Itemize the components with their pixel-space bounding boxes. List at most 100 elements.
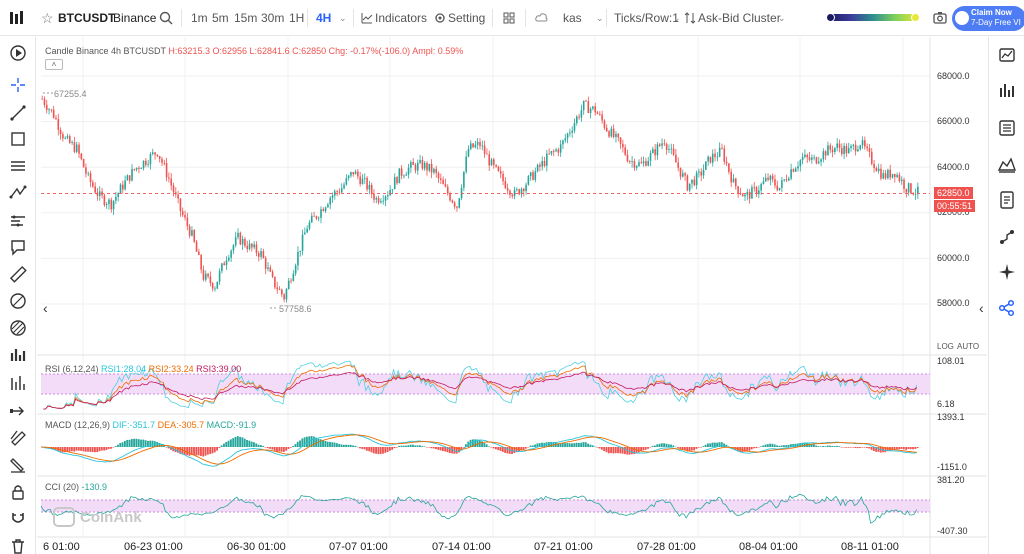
macd-histogram-bar xyxy=(690,447,693,451)
app-logo-icon[interactable] xyxy=(9,9,27,27)
macd-histogram-bar xyxy=(490,447,493,448)
legend-high: H:63215.3 xyxy=(168,46,210,56)
legend-low: L:62841.6 xyxy=(249,46,290,56)
macd-histogram-bar xyxy=(773,444,776,447)
trend-line-icon[interactable] xyxy=(8,103,28,123)
candle-body xyxy=(172,185,175,193)
indicators-button[interactable]: Indicators xyxy=(375,11,428,25)
candle-body xyxy=(889,169,892,178)
sparkle-icon[interactable] xyxy=(997,262,1017,282)
chart-area[interactable]: Candle Binance 4h BTCUSDT H:63215.3 O:62… xyxy=(37,37,987,554)
layout-grid-icon[interactable] xyxy=(503,12,515,24)
favorite-star-icon[interactable]: ☆ xyxy=(41,10,54,26)
document-icon[interactable] xyxy=(997,190,1017,210)
macd-histogram-bar xyxy=(123,441,126,447)
layout-dropdown-chevron-icon[interactable]: ⌄ xyxy=(596,13,604,23)
setting-button[interactable]: Setting xyxy=(448,11,486,25)
cci-axis-top: 381.20 xyxy=(937,475,965,485)
heatmap-gradient-slider[interactable] xyxy=(828,14,918,21)
share-icon[interactable] xyxy=(997,298,1017,318)
arrow-tool-icon[interactable] xyxy=(8,427,28,447)
volume-bars-icon[interactable] xyxy=(997,80,1017,100)
claim-trial-button[interactable]: Claim Now 7-Day Free VI xyxy=(952,6,1024,31)
layout-name[interactable]: kas xyxy=(563,11,582,25)
timeframe-5m[interactable]: 5m xyxy=(212,11,229,25)
candle-body xyxy=(112,200,115,210)
candle-body xyxy=(327,204,329,208)
gradient-handle-right[interactable] xyxy=(911,13,920,22)
macd-histogram-bar xyxy=(73,447,76,452)
bar-chart-icon[interactable] xyxy=(8,373,28,393)
low-marker-label: 57758.6 xyxy=(279,304,312,314)
brush-icon[interactable] xyxy=(8,345,28,365)
left-drawing-toolbar xyxy=(0,37,36,554)
candle-body xyxy=(108,199,110,205)
macd-histogram-bar xyxy=(695,447,698,449)
macd-histogram-bar xyxy=(764,444,767,447)
long-position-icon[interactable] xyxy=(8,401,28,421)
auto-scale-toggle[interactable]: AUTO xyxy=(957,342,980,351)
macd-histogram-bar xyxy=(905,447,908,450)
macd-histogram-bar xyxy=(693,447,696,451)
rectangle-icon[interactable] xyxy=(8,129,28,149)
timeframe-15m[interactable]: 15m xyxy=(234,11,258,25)
macd-histogram-bar xyxy=(538,443,541,447)
ticks-per-row-select[interactable]: Ticks/Row:1 xyxy=(614,11,679,25)
list-icon[interactable] xyxy=(997,118,1017,138)
log-scale-toggle[interactable]: LOG xyxy=(937,342,954,351)
macd-histogram-bar xyxy=(803,442,806,447)
macd-histogram-bar xyxy=(370,447,373,453)
candle-body xyxy=(119,184,122,194)
magnet-icon[interactable] xyxy=(8,536,28,554)
measure-ruler-icon[interactable] xyxy=(8,291,28,311)
candle-body xyxy=(893,173,896,178)
ask-bid-cluster-select[interactable]: Ask-Bid Cluster xyxy=(698,11,781,25)
fib-icon[interactable] xyxy=(8,318,28,338)
collapse-sidebar-button[interactable]: ‹ xyxy=(979,300,984,316)
mountain-chart-icon[interactable] xyxy=(997,154,1017,174)
play-icon[interactable] xyxy=(8,43,28,63)
macd-histogram-bar xyxy=(660,443,663,447)
connect-icon[interactable] xyxy=(997,227,1017,247)
candle-body xyxy=(652,149,654,154)
timeframe-dropdown-chevron-icon[interactable]: ⌄ xyxy=(339,13,347,23)
candle-body xyxy=(301,234,304,251)
ticks-dropdown-chevron-icon[interactable]: ⌄ xyxy=(673,13,681,23)
eraser-icon[interactable] xyxy=(8,455,28,475)
cloud-icon[interactable] xyxy=(535,12,548,24)
scroll-left-button[interactable]: ‹ xyxy=(43,300,48,316)
callout-icon[interactable] xyxy=(8,264,28,284)
camera-icon[interactable] xyxy=(933,11,947,24)
gradient-handle-left[interactable] xyxy=(826,13,835,22)
macd-histogram-bar xyxy=(753,447,755,449)
symbol-name[interactable]: BTCUSDT xyxy=(58,11,116,25)
xabcd-pattern-icon[interactable] xyxy=(8,211,28,231)
timeframe-1h[interactable]: 1H xyxy=(289,11,305,25)
time-tick: 06-23 01:00 xyxy=(124,541,183,553)
candle-body xyxy=(82,159,85,168)
macd-histogram-bar xyxy=(315,437,318,447)
cluster-dropdown-chevron-icon[interactable]: ⌄ xyxy=(778,13,786,23)
candle-body xyxy=(92,182,94,187)
macd-histogram-bar xyxy=(255,443,258,447)
horizontal-lines-icon[interactable] xyxy=(8,156,28,176)
candle-body xyxy=(225,260,228,266)
exchange-name[interactable]: Binance xyxy=(113,11,157,25)
macd-histogram-bar xyxy=(285,447,288,451)
macd-histogram-bar xyxy=(665,443,668,447)
timeframe-1m[interactable]: 1m xyxy=(191,11,208,25)
timeframe-30m[interactable]: 30m xyxy=(261,11,285,25)
line-chart-icon[interactable] xyxy=(997,45,1017,65)
candle-body xyxy=(725,161,728,164)
collapse-legend-button[interactable]: ˄ xyxy=(45,59,63,70)
candle-body xyxy=(900,179,903,182)
candle-body xyxy=(350,172,352,176)
chart-canvas[interactable] xyxy=(37,37,987,554)
parallel-channel-icon[interactable] xyxy=(8,183,28,203)
highlighter-icon[interactable] xyxy=(8,482,28,502)
timeframe-4h[interactable]: 4H xyxy=(316,11,332,25)
lock-icon[interactable] xyxy=(8,509,28,529)
crosshair-icon[interactable] xyxy=(8,75,28,95)
ruler-lines-icon[interactable] xyxy=(8,237,28,257)
search-icon[interactable] xyxy=(159,11,173,25)
